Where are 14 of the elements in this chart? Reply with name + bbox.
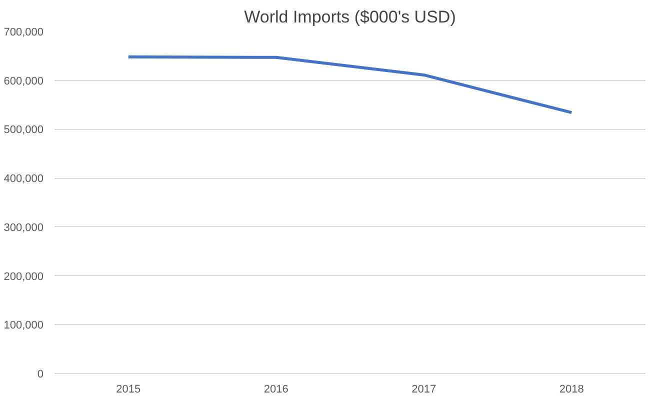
chart-title: World Imports ($000's USD) [244, 8, 456, 26]
y-tick-label: 600,000 [4, 75, 44, 88]
y-tick-label: 500,000 [4, 124, 44, 136]
y-tick-label: 0 [37, 368, 44, 380]
y-tick-label: 300,000 [4, 222, 44, 234]
y-tick-label: 700,000 [4, 26, 44, 38]
x-tick-label: 2015 [116, 384, 141, 396]
y-tick-label: 400,000 [4, 173, 44, 186]
y-tick-label: 100,000 [4, 320, 44, 332]
y-tick-label: 200,000 [4, 270, 44, 283]
line-series [126, 55, 574, 114]
x-tick-label: 2018 [559, 384, 584, 396]
x-tick-label: 2017 [412, 384, 436, 396]
x-tick-label: 2016 [264, 384, 288, 396]
